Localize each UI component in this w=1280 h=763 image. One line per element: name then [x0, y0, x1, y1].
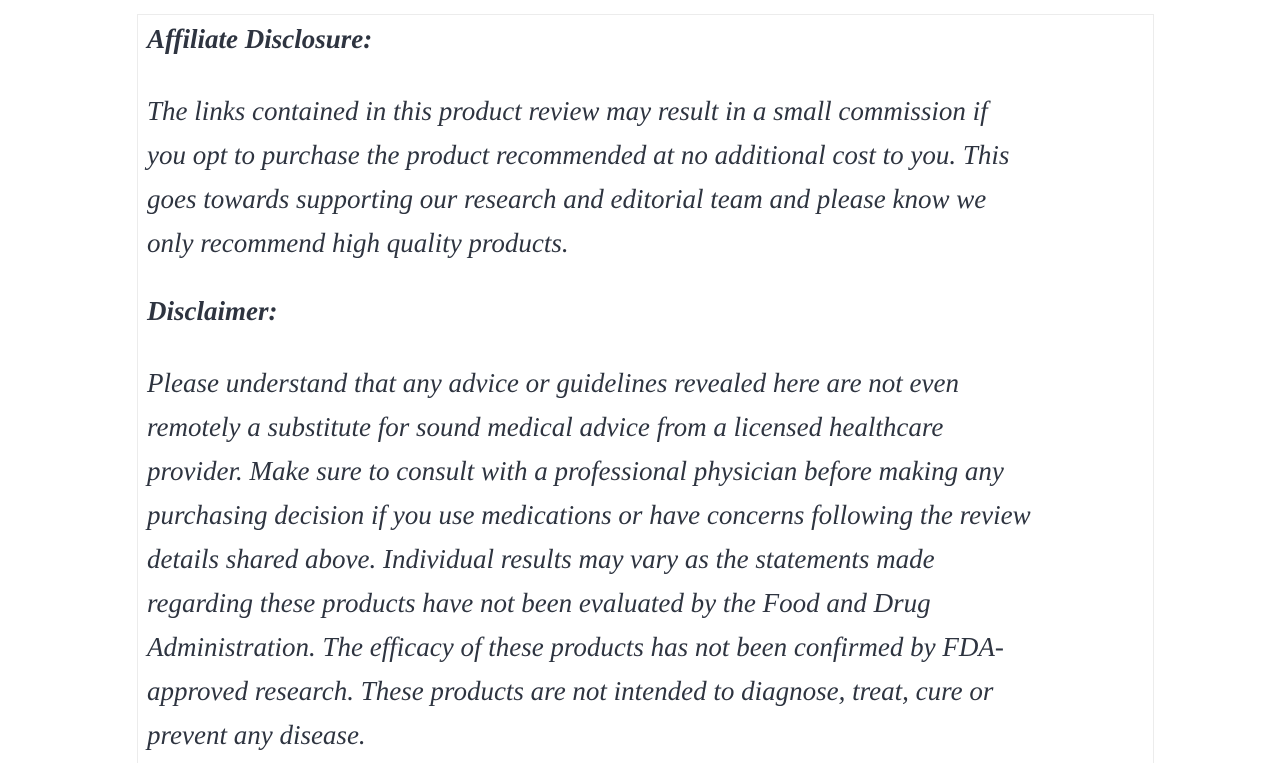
affiliate-disclosure-paragraph: The links contained in this product revi… — [147, 96, 1010, 258]
disclaimer-paragraph: Please understand that any advice or gui… — [147, 368, 1031, 750]
affiliate-disclosure-heading: Affiliate Disclosure: — [147, 24, 373, 54]
article-content-card: Affiliate Disclosure: The links containe… — [137, 14, 1154, 763]
disclaimer-heading: Disclaimer: — [147, 296, 278, 326]
